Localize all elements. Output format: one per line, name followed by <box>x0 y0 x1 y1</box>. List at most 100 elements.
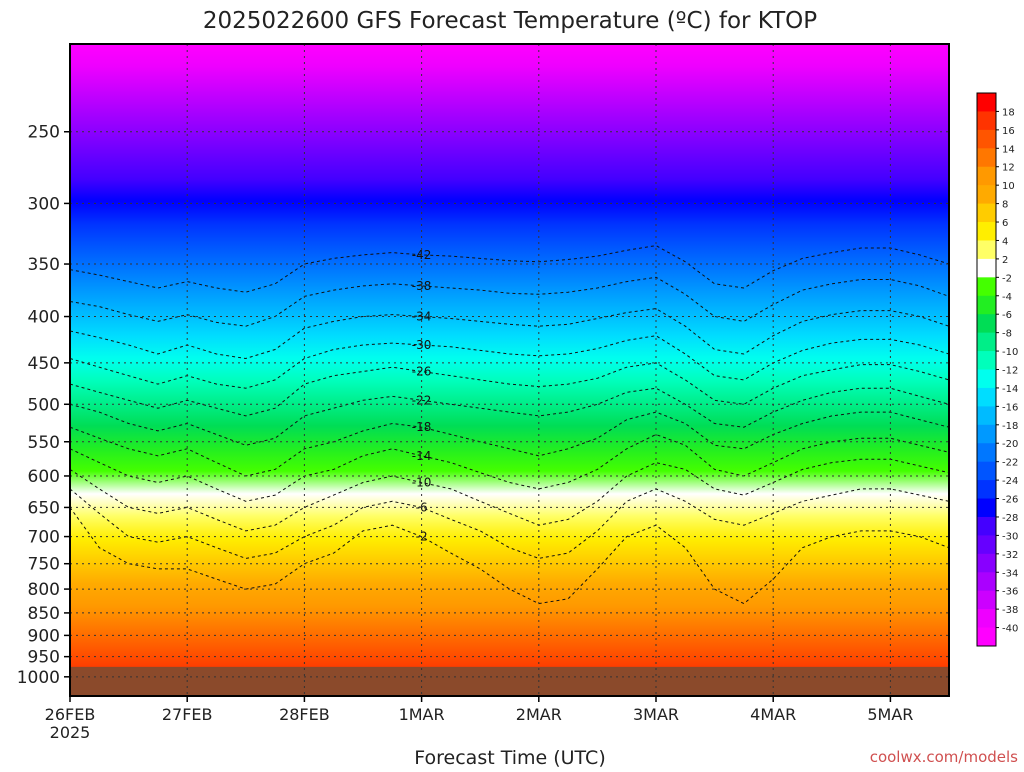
isotherm-lines: -2-6-10-14-18-22-26-30-34-38-42 <box>70 245 949 605</box>
colorbar-label: -38 <box>1002 605 1018 616</box>
temperature-field <box>70 44 949 696</box>
x-tick-label: 26FEB <box>45 705 96 724</box>
colorbar-swatch <box>977 553 996 573</box>
colorbar: 18 16 14 12 10 8 6 4 2 -2 -4 -6 -8 -10 -12 -14 -16 -18 -20… <box>976 92 1018 647</box>
colorbar-label: -36 <box>1002 587 1018 598</box>
colorbar-label: -2 <box>1002 273 1012 284</box>
y-tick-label: 300 <box>28 194 60 214</box>
colorbar-label: -18 <box>1002 421 1018 432</box>
colorbar-label: 16 <box>1002 126 1015 137</box>
isotherm-line <box>70 276 949 327</box>
isotherm-line <box>70 245 949 293</box>
colorbar-label: -16 <box>1002 402 1018 413</box>
x-tick-sublabel: 2025 <box>50 723 91 742</box>
y-tick-label: 950 <box>28 648 60 668</box>
x-tick-label: 5MAR <box>867 705 913 724</box>
grid-lines <box>70 44 949 696</box>
colorbar-swatch <box>977 480 996 500</box>
isotherm-line <box>70 507 949 605</box>
colorbar-swatch <box>977 240 996 260</box>
isotherm-line <box>70 362 949 417</box>
colorbar-label: 18 <box>1002 107 1015 118</box>
credit-text: coolwx.com/models <box>870 748 1018 766</box>
isotherm-label: -18 <box>412 420 432 434</box>
colorbar-swatch <box>977 498 996 518</box>
colorbar-swatch <box>977 129 996 149</box>
y-tick-label: 250 <box>28 123 60 143</box>
x-tick-label: 3MAR <box>633 705 679 724</box>
y-axis: 2503003504004505005506006507007508008509… <box>17 123 70 688</box>
y-tick-label: 550 <box>28 433 60 453</box>
colorbar-label: 12 <box>1002 163 1015 174</box>
y-tick-label: 600 <box>28 467 60 487</box>
colorbar-swatch <box>977 203 996 223</box>
colorbar-label: -40 <box>1002 624 1018 635</box>
x-tick-label: 2MAR <box>516 705 562 724</box>
x-axis: 26FEB 27FEB 28FEB 1MAR 2MAR 3MAR 4MAR 5MAR 2025 <box>45 696 913 742</box>
y-tick-label: 750 <box>28 555 60 575</box>
isotherm-line <box>70 411 949 477</box>
colorbar-swatch <box>977 443 996 463</box>
colorbar-label: 2 <box>1002 255 1008 266</box>
colorbar-swatch <box>977 111 996 131</box>
colorbar-swatch <box>977 406 996 426</box>
colorbar-swatch <box>977 590 996 610</box>
colorbar-swatch <box>977 93 996 112</box>
colorbar-swatch <box>977 369 996 389</box>
isotherm-label: -14 <box>412 449 432 463</box>
colorbar-swatch <box>977 387 996 407</box>
colorbar-swatch <box>977 185 996 205</box>
colorbar-label: 4 <box>1002 236 1008 247</box>
y-tick-label: 850 <box>28 604 60 624</box>
y-tick-label: 500 <box>28 395 60 415</box>
colorbar-swatch <box>977 461 996 481</box>
colorbar-label: -30 <box>1002 531 1018 542</box>
colorbar-label: 10 <box>1002 181 1015 192</box>
isotherm-label: -26 <box>412 365 432 379</box>
colorbar-label: -4 <box>1002 292 1012 303</box>
colorbar-swatch <box>977 166 996 186</box>
colorbar-label: -26 <box>1002 495 1018 506</box>
isotherm-label: -22 <box>412 393 432 407</box>
colorbar-swatch <box>977 609 996 629</box>
colorbar-label: 14 <box>1002 144 1015 155</box>
colorbar-swatch <box>977 277 996 297</box>
colorbar-label: -28 <box>1002 513 1018 524</box>
colorbar-swatch <box>977 222 996 241</box>
y-tick-label: 400 <box>28 308 60 328</box>
colorbar-swatch <box>977 258 996 278</box>
isotherm-line <box>70 433 949 502</box>
y-tick-label: 1000 <box>17 668 60 688</box>
colorbar-swatch <box>977 627 996 647</box>
colorbar-label: -34 <box>1002 568 1018 579</box>
colorbar-label: -8 <box>1002 329 1012 340</box>
y-tick-label: 650 <box>28 498 60 518</box>
colorbar-label: -12 <box>1002 366 1018 377</box>
plot-area <box>70 44 949 696</box>
surface-ground <box>70 666 949 696</box>
y-tick-label: 450 <box>28 354 60 374</box>
colorbar-swatch <box>977 351 996 370</box>
chart-title: 2025022600 GFS Forecast Temperature (ºC)… <box>203 8 817 34</box>
x-tick-label: 1MAR <box>399 705 445 724</box>
x-axis-label: Forecast Time (UTC) <box>414 747 605 768</box>
colorbar-swatch <box>977 148 996 168</box>
isotherm-label: -34 <box>412 310 432 324</box>
colorbar-swatch <box>977 572 996 592</box>
colorbar-swatch <box>977 535 996 555</box>
x-tick-label: 4MAR <box>750 705 796 724</box>
isotherm-line <box>70 308 949 360</box>
colorbar-swatch <box>977 424 996 444</box>
colorbar-label: -20 <box>1002 439 1018 450</box>
colorbar-label: -6 <box>1002 310 1012 321</box>
colorbar-swatch <box>977 295 996 315</box>
isotherm-line <box>70 458 949 532</box>
colorbar-swatch <box>977 332 996 352</box>
colorbar-label: -24 <box>1002 476 1018 487</box>
colorbar-swatch <box>977 516 996 536</box>
colorbar-label: -22 <box>1002 458 1018 469</box>
x-tick-label: 28FEB <box>279 705 330 724</box>
colorbar-label: -14 <box>1002 384 1018 395</box>
colorbar-label: -32 <box>1002 550 1018 561</box>
